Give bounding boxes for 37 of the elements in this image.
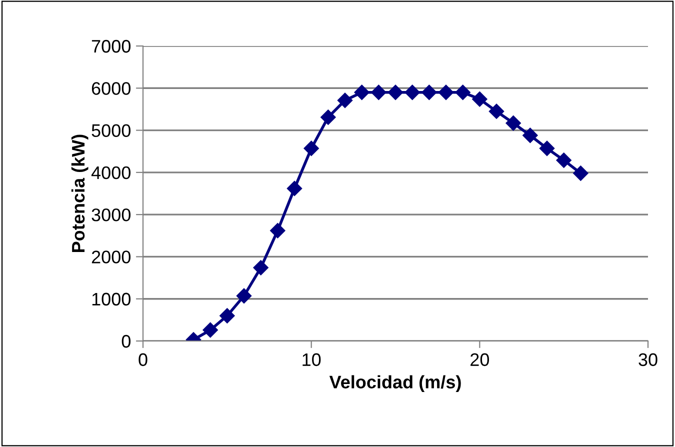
point [556,152,572,168]
y-axis-title: Potencia (kW) [71,134,88,252]
y-tick-label: 6000 [92,82,130,95]
point [304,140,319,156]
point [422,84,437,100]
point [522,128,538,143]
point [220,308,235,324]
point [472,92,488,107]
y-tick-label: 0 [122,334,130,348]
point [573,166,588,181]
point [438,84,454,100]
y-tick-label: 4000 [91,166,130,180]
point [236,288,252,304]
point [488,104,504,119]
x-tick-label: 10 [302,353,321,366]
point [539,140,555,156]
x-tick-label: 30 [638,353,658,366]
y-tick-label: 2000 [92,250,130,264]
y-tick-label: 1000 [92,292,130,306]
point [270,223,286,238]
x-tick-label: 20 [470,353,490,366]
point [371,84,386,100]
y-tick-label: 7000 [92,40,130,53]
point [506,116,521,131]
point [337,92,353,108]
point [253,260,268,276]
point [202,322,218,338]
point [320,110,336,125]
x-axis-title: Velocidad (m/s) [329,375,461,392]
point [286,180,302,196]
point [455,84,470,100]
x-tick-label: 0 [138,353,148,366]
y-tick-label: 5000 [92,124,130,138]
y-tick-label: 3000 [92,208,130,222]
point [388,84,404,100]
point [354,84,370,100]
point [404,84,420,100]
